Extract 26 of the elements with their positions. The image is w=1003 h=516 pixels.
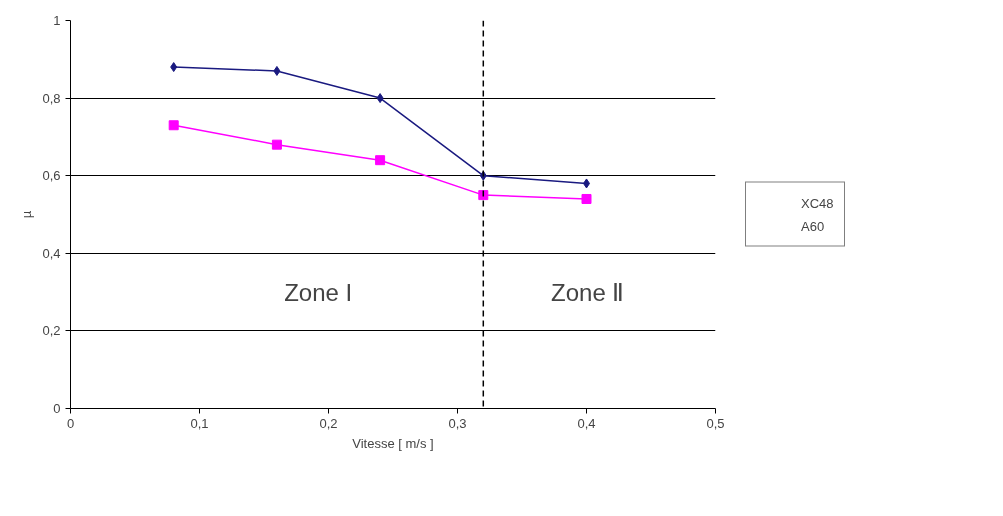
point xyxy=(271,139,282,150)
text: XC48 xyxy=(801,195,834,210)
point xyxy=(581,193,592,204)
point xyxy=(168,120,179,131)
x-tick-label: 0,1 xyxy=(190,415,209,431)
x-tick-label: 0,2 xyxy=(319,415,338,431)
text: A60 xyxy=(801,218,825,233)
x-tick-label: 0 xyxy=(66,415,75,431)
y-tick-label: 0 xyxy=(53,401,61,416)
x-tick-label: 0,4 xyxy=(577,415,596,431)
point xyxy=(273,65,281,76)
point xyxy=(170,62,178,73)
x-axis-title: Vitesse [ m/s ] xyxy=(352,435,434,451)
y-tick-label: 1 xyxy=(53,13,61,28)
x-tick-label: 0,3 xyxy=(448,415,467,431)
annotation: Zone I xyxy=(284,278,353,306)
annotation: Zone Ⅱ xyxy=(551,278,625,306)
y-tick-label: 0,4 xyxy=(42,245,61,261)
x-tick-label: 0,5 xyxy=(706,415,725,431)
y-axis-title: µ xyxy=(19,210,35,219)
y-tick-label: 0,6 xyxy=(42,168,61,184)
point xyxy=(376,93,384,104)
y-tick-label: 0,2 xyxy=(42,323,61,339)
y-tick-label: 0,8 xyxy=(42,90,61,106)
point xyxy=(375,155,386,166)
point xyxy=(478,190,489,201)
